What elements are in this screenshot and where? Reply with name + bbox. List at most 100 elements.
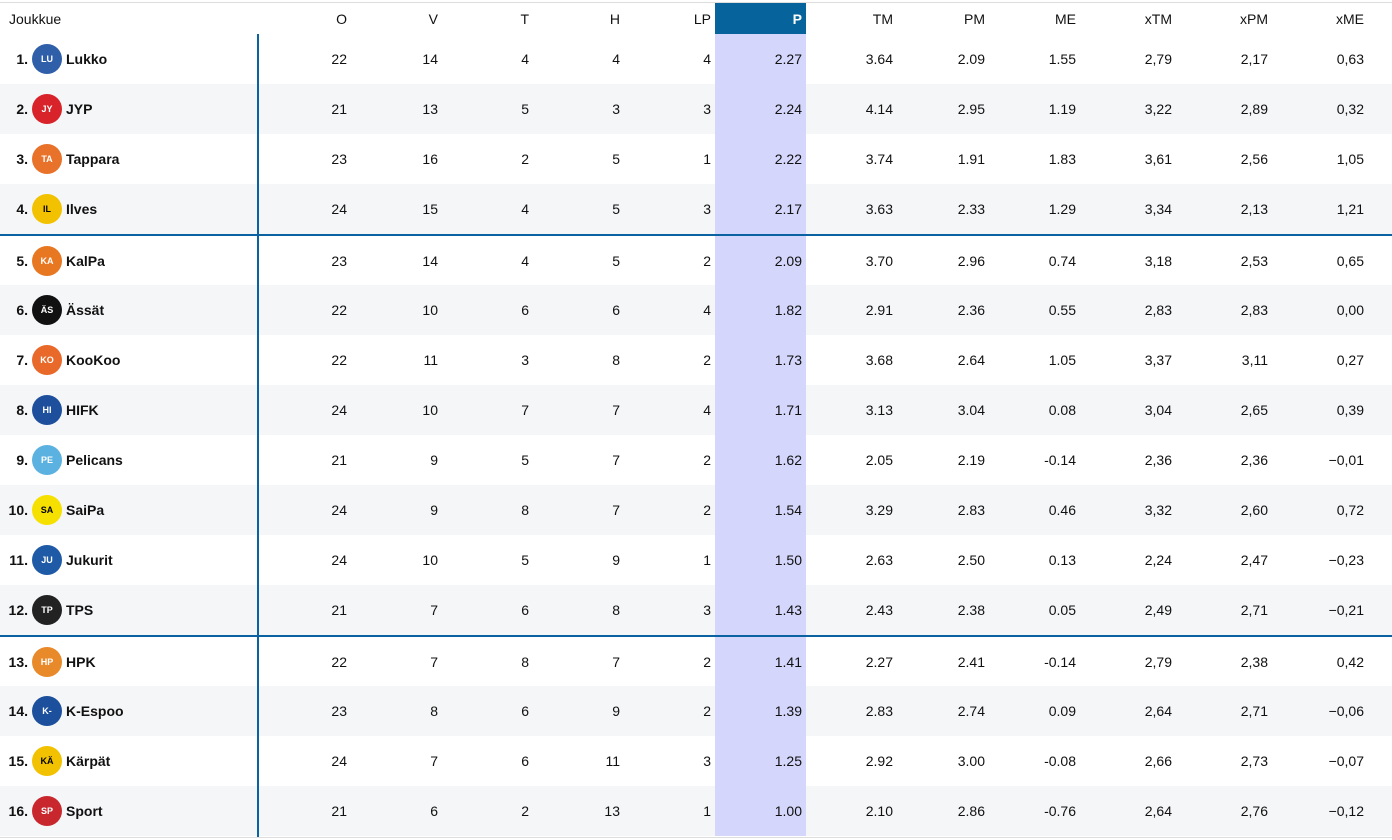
cell-xpm: 2,36: [1240, 452, 1268, 468]
cell-h: 7: [612, 653, 620, 670]
team-name[interactable]: SaiPa: [66, 502, 105, 518]
cell-v: 16: [422, 151, 438, 167]
table-row[interactable]: 2. JY JYP 21 13 5 3 3 2.24 4.14 2.95 1.19 3,22 2,8…: [0, 84, 1392, 134]
cell-xtm: 2,36: [1144, 452, 1172, 468]
table-row[interactable]: 15. KÄ Kärpät 24 7 6 11 3 1.25 2.92 3.00 -0.08 2,…: [0, 736, 1392, 786]
team-name[interactable]: Ilves: [66, 201, 98, 217]
header-o[interactable]: O: [336, 10, 347, 27]
team-cell[interactable]: 14. K- K-Espoo: [0, 686, 124, 736]
rank: 7.: [16, 352, 28, 368]
table-row[interactable]: 5. KA KalPa 23 14 4 5 2 2.09 3.70 2.96 0.74 3,18 2…: [0, 234, 1392, 285]
team-cell[interactable]: 1. LU Lukko: [0, 34, 107, 84]
cell-me: -0.14: [1044, 452, 1076, 468]
cell-tm: 2.05: [865, 452, 893, 468]
team-cell[interactable]: 12. TP TPS: [0, 585, 93, 635]
team-name[interactable]: HIFK: [66, 402, 99, 418]
cell-pm: 3.04: [957, 402, 985, 418]
team-name[interactable]: Kärpät: [66, 753, 111, 769]
cell-tm: 4.14: [865, 101, 893, 117]
table-row[interactable]: 7. KO KooKoo 22 11 3 8 2 1.73 3.68 2.64 1.05 3,37…: [0, 335, 1392, 385]
team-cell[interactable]: 13. HP HPK: [0, 637, 96, 686]
table-row[interactable]: 13. HP HPK 22 7 8 7 2 1.41 2.27 2.41 -0.14 2,79 2,…: [0, 635, 1392, 686]
header-pm[interactable]: PM: [964, 10, 985, 27]
cell-h: 6: [612, 302, 620, 318]
header-xpm[interactable]: xPM: [1240, 10, 1268, 27]
table-row[interactable]: 16. SP Sport 21 6 2 13 1 1.00 2.10 2.86 -0.76 2,6…: [0, 786, 1392, 836]
cell-xtm: 3,37: [1144, 352, 1172, 368]
team-name[interactable]: Ässät: [66, 302, 105, 318]
table-row[interactable]: 1. LU Lukko 22 14 4 4 4 2.27 3.64 2.09 1.55 2,79 2…: [0, 34, 1392, 84]
team-cell[interactable]: 7. KO KooKoo: [0, 335, 120, 385]
team-name[interactable]: Pelicans: [66, 452, 123, 468]
team-cell[interactable]: 8. HI HIFK: [0, 385, 99, 435]
header-xme[interactable]: xME: [1336, 10, 1364, 27]
cell-me: 1.05: [1048, 352, 1076, 368]
cell-pm: 1.91: [957, 151, 985, 167]
cell-v: 7: [430, 602, 438, 618]
cell-p: 1.39: [774, 703, 802, 719]
header-lp[interactable]: LP: [693, 10, 711, 27]
cell-xpm: 2,71: [1240, 602, 1268, 618]
cell-tm: 3.13: [865, 402, 893, 418]
table-row[interactable]: 6. ÄS Ässät 22 10 6 6 4 1.82 2.91 2.36 0.55 2,83 2…: [0, 285, 1392, 335]
team-name[interactable]: Sport: [66, 803, 103, 819]
cell-v: 8: [430, 703, 438, 719]
table-row[interactable]: 14. K- K-Espoo 23 8 6 9 2 1.39 2.83 2.74 0.09 2,6…: [0, 686, 1392, 736]
table-row[interactable]: 9. PE Pelicans 21 9 5 7 2 1.62 2.05 2.19 -0.14 2,…: [0, 435, 1392, 485]
cell-xtm: 2,24: [1144, 552, 1172, 568]
team-name[interactable]: JYP: [66, 101, 93, 117]
cell-xpm: 2,56: [1240, 151, 1268, 167]
header-h[interactable]: H: [609, 10, 620, 27]
team-cell[interactable]: 5. KA KalPa: [0, 236, 105, 285]
cell-xtm: 2,49: [1144, 602, 1172, 618]
table-row[interactable]: 10. SA SaiPa 24 9 8 7 2 1.54 3.29 2.83 0.46 3,32 2…: [0, 485, 1392, 535]
cell-t: 4: [521, 51, 529, 67]
cell-xme: 0,65: [1336, 252, 1364, 269]
table-row[interactable]: 4. IL Ilves 24 15 4 5 3 2.17 3.63 2.33 1.29 3,34 2…: [0, 184, 1392, 234]
cell-xpm: 2,60: [1240, 502, 1268, 518]
team-name[interactable]: Lukko: [66, 51, 108, 67]
cell-v: 13: [422, 101, 438, 117]
cell-xme: 0,72: [1336, 502, 1364, 518]
team-name[interactable]: KooKoo: [66, 352, 121, 368]
team-name[interactable]: KalPa: [66, 252, 105, 269]
team-cell[interactable]: 2. JY JYP: [0, 84, 92, 134]
team-cell[interactable]: 10. SA SaiPa: [0, 485, 104, 535]
team-name[interactable]: HPK: [66, 653, 96, 670]
header-xtm[interactable]: xTM: [1144, 10, 1172, 27]
header-team[interactable]: Joukkue: [9, 10, 62, 27]
team-name[interactable]: TPS: [66, 602, 94, 618]
cell-h: 11: [605, 753, 620, 769]
team-name[interactable]: Tappara: [66, 151, 120, 167]
team-cell[interactable]: 15. KÄ Kärpät: [0, 736, 110, 786]
table-row[interactable]: 8. HI HIFK 24 10 7 7 4 1.71 3.13 3.04 0.08 3,04 2,…: [0, 385, 1392, 435]
team-cell[interactable]: 6. ÄS Ässät: [0, 285, 104, 335]
cell-p: 2.27: [774, 51, 802, 67]
cell-h: 4: [612, 51, 620, 67]
table-row[interactable]: 3. TA Tappara 23 16 2 5 1 2.22 3.74 1.91 1.83 3,6…: [0, 134, 1392, 184]
team-cell[interactable]: 11. JU Jukurit: [0, 535, 113, 585]
table-row[interactable]: 11. JU Jukurit 24 10 5 9 1 1.50 2.63 2.50 0.13 2,…: [0, 535, 1392, 585]
header-p[interactable]: P: [792, 10, 802, 27]
header-v[interactable]: V: [428, 10, 438, 27]
cell-t: 5: [521, 452, 529, 468]
team-name[interactable]: K-Espoo: [66, 703, 124, 719]
table-row[interactable]: 12. TP TPS 21 7 6 8 3 1.43 2.43 2.38 0.05 2,49 2,7…: [0, 585, 1392, 635]
header-tm[interactable]: TM: [872, 10, 893, 27]
cell-tm: 3.63: [865, 201, 893, 217]
cell-pm: 2.83: [957, 502, 985, 518]
team-cell[interactable]: 4. IL Ilves: [0, 184, 97, 234]
team-name[interactable]: Jukurit: [66, 552, 113, 568]
cell-t: 6: [521, 753, 529, 769]
cell-h: 7: [612, 502, 620, 518]
header-t[interactable]: T: [520, 10, 529, 27]
team-cell[interactable]: 9. PE Pelicans: [0, 435, 123, 485]
cell-xtm: 2,79: [1144, 653, 1172, 670]
cell-p: 2.24: [774, 101, 802, 117]
cell-p: 1.43: [774, 602, 802, 618]
cell-h: 7: [612, 452, 620, 468]
header-me[interactable]: ME: [1055, 10, 1076, 27]
cell-lp: 1: [703, 151, 711, 167]
team-cell[interactable]: 16. SP Sport: [0, 786, 103, 836]
team-cell[interactable]: 3. TA Tappara: [0, 134, 119, 184]
